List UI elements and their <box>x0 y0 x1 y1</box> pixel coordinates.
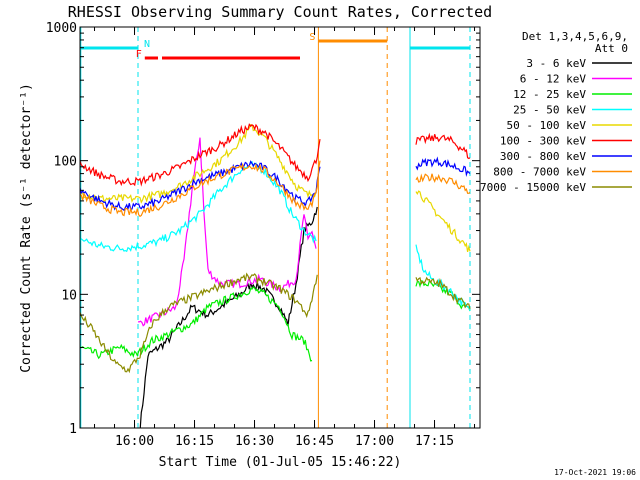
legend-header-1: Att 0 <box>595 42 628 55</box>
y-tick-label-2: 100 <box>54 155 77 170</box>
axes: 1 10 100 1000 16:00 16:15 16:30 16:45 17:00 17:15 <box>46 21 480 449</box>
legend-label-0: 3 - 6 keV <box>526 57 586 70</box>
series-line-7-1 <box>415 173 471 194</box>
legend-label-6: 300 - 800 keV <box>500 150 586 163</box>
legend-header-0: Det 1,3,4,5,6,9, <box>522 30 628 43</box>
x-tick-label-4: 17:00 <box>355 434 394 449</box>
x-tick-label-3: 16:45 <box>295 434 334 449</box>
legend-label-1: 6 - 12 keV <box>520 73 587 86</box>
series-line-8-0 <box>80 272 318 374</box>
x-tick-label-2: 16:30 <box>235 434 274 449</box>
flag-label-s: S <box>309 32 315 43</box>
y-tick-label-0: 1 <box>69 422 77 437</box>
legend-label-5: 100 - 300 keV <box>500 135 586 148</box>
x-tick-label-0: 16:00 <box>115 434 154 449</box>
y-tick-label-3: 1000 <box>46 21 77 36</box>
series-line-5-0 <box>80 123 321 187</box>
plot-content <box>80 27 471 428</box>
x-tick-label-5: 17:15 <box>415 434 454 449</box>
legend-label-8: 7000 - 15000 keV <box>480 181 586 194</box>
y-tick-label-1: 10 <box>61 288 77 303</box>
series-line-7-0 <box>80 160 321 218</box>
plot-frame <box>79 26 481 429</box>
series-line-2-0 <box>80 285 313 362</box>
series-line-8-1 <box>415 276 471 309</box>
series-line-3-0 <box>80 160 317 253</box>
plot-area: NF S <box>80 27 471 428</box>
flag-label-n: N <box>144 39 150 50</box>
legend-label-7: 800 - 7000 keV <box>493 166 586 179</box>
series-line-4-1 <box>415 190 471 253</box>
legend: Det 1,3,4,5,6,9,Att 0 3 - 6 keV 6 - 12 keV… <box>480 30 632 194</box>
y-axis-label: Corrected Count Rate (s⁻¹ detector⁻¹) <box>19 83 34 373</box>
legend-label-4: 50 - 100 keV <box>507 119 587 132</box>
generation-timestamp: 17-Oct-2021 19:06 <box>554 468 636 477</box>
series-line-5-1 <box>415 132 471 160</box>
series-line-4-0 <box>80 124 317 204</box>
x-axis-label: Start Time (01-Jul-05 15:46:22) <box>159 455 402 470</box>
series-line-6-1 <box>415 156 471 177</box>
x-tick-label-1: 16:15 <box>175 434 214 449</box>
chart-title: RHESSI Observing Summary Count Rates, Co… <box>68 3 492 21</box>
legend-label-2: 12 - 25 keV <box>513 88 586 101</box>
series-line-2-1 <box>415 280 471 312</box>
legend-label-3: 25 - 50 keV <box>513 104 586 117</box>
flag-label-f: F <box>136 49 142 60</box>
